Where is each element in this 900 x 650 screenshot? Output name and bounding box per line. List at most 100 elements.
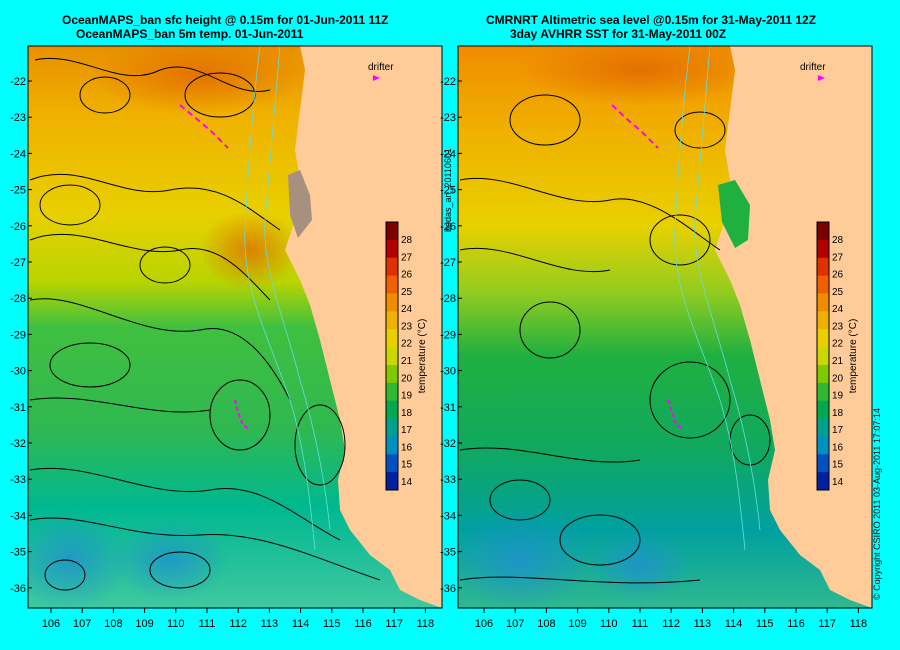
right-drifter-track-south (667, 399, 685, 431)
right-colorbar-segment (817, 472, 829, 491)
left-drifter-track-south (234, 399, 251, 431)
left-lat-tick-label: -26 (10, 221, 26, 233)
right-colorbar-segment (817, 436, 829, 455)
right-colorbar-tick-label: 24 (832, 304, 844, 315)
right-drifter-track-north (611, 104, 659, 149)
right-colorbar-segment (817, 347, 829, 366)
right-lon-tick-label: 115 (756, 618, 774, 630)
right-isobaths (674, 46, 761, 551)
right-lon-tick-label: 108 (537, 618, 555, 630)
left-colorbar-segment (386, 311, 398, 330)
left-colorbar-tick-label: 25 (401, 287, 413, 298)
left-colorbar-segment (386, 454, 398, 473)
right-colorbar-tick-label: 18 (832, 408, 844, 419)
right-colorbar-tick-label: 14 (832, 477, 844, 488)
left-lon-tick-label: 118 (417, 618, 435, 630)
right-lon-tick-label: 111 (632, 618, 649, 630)
left-lat-tick-label: -29 (10, 329, 26, 341)
left-drifter-legend-marker (373, 75, 380, 81)
left-colorbar-segment (386, 239, 398, 259)
left-lat-tick-label: -31 (10, 402, 26, 414)
right-lat-tick-label: -22 (440, 76, 456, 88)
right-lat-tick-label: -33 (440, 474, 456, 486)
right-lon-tick-label: 112 (662, 618, 680, 630)
left-lat-tick-label: -23 (10, 112, 26, 124)
copyright-side-label: © Copyright CSIRO 2011 03-Aug-2011 17:07… (872, 408, 882, 600)
right-colorbar-segment (817, 329, 829, 348)
left-lon-ticks: 106 107 108 109 110 111 112 113 114 115 116 117 118 (42, 608, 434, 630)
right-lat-tick-label: -32 (440, 438, 456, 450)
right-colorbar: 28 27 26 25 24 23 22 21 20 19 18 17 16 15 14 temperatur… (816, 221, 859, 491)
left-colorbar-segment (386, 364, 398, 384)
right-lat-tick-label: -24 (440, 148, 456, 160)
right-colorbar-tick-label: 26 (832, 270, 844, 281)
right-lon-ticks: 106 107 108 109 110 111 112 113 114 115 116 117 118 (475, 608, 867, 630)
left-title-line1: OceanMAPS_ban sfc height @ 0.15m for 01-… (62, 13, 389, 27)
right-lat-tick-label: -29 (440, 329, 456, 341)
right-colorbar-tick-label: 19 (832, 391, 844, 402)
right-map-panel (458, 46, 872, 608)
left-colorbar-segment (386, 436, 398, 455)
right-lon-tick-label: 109 (568, 618, 586, 630)
left-colorbar-label: temperature (°C) (417, 319, 428, 394)
right-lat-tick-label: -34 (440, 510, 456, 522)
left-colorbar-tick-label: 26 (401, 270, 413, 281)
left-colorbar-tick-label: 15 (401, 460, 413, 471)
right-lat-tick-label: -26 (440, 221, 456, 233)
left-colorbar-tick-label: 28 (401, 235, 413, 246)
right-drifter-legend-label: drifter (800, 62, 826, 73)
left-title-line2: OceanMAPS_ban 5m temp. 01-Jun-2011 (76, 27, 304, 41)
right-lat-tick-label: -30 (440, 366, 456, 378)
right-colorbar-tick-label: 17 (832, 425, 844, 436)
left-lat-tick-label: -28 (10, 293, 26, 305)
left-drifter-track-north (179, 104, 229, 149)
right-lon-tick-label: 118 (850, 618, 868, 630)
right-lat-tick-label: -36 (440, 583, 456, 595)
left-lat-tick-label: -33 (10, 474, 26, 486)
right-land (715, 46, 872, 608)
left-lat-tick-label: -30 (10, 366, 26, 378)
left-colorbar-tick-label: 17 (401, 425, 413, 436)
left-lon-tick-label: 110 (167, 618, 185, 630)
right-lon-tick-label: 110 (600, 618, 618, 630)
right-colorbar-frame (816, 221, 830, 491)
left-colorbar-segment (386, 275, 398, 294)
left-shark-bay (288, 170, 312, 238)
left-lon-tick-label: 108 (104, 618, 122, 630)
left-lon-tick-label: 115 (323, 618, 341, 630)
right-colorbar-tick-label: 23 (832, 321, 844, 332)
right-colorbar-tick-label: 22 (832, 339, 844, 350)
left-lon-tick-label: 113 (261, 618, 279, 630)
middle-side-label: bodas_an_20110601 (443, 148, 453, 232)
right-colorbar-segment (817, 257, 829, 277)
right-lat-tick-label: -25 (440, 185, 456, 197)
right-drifter-legend-marker (818, 75, 825, 81)
right-lat-tick-label: -27 (440, 257, 456, 269)
right-colorbar-tick-label: 21 (832, 356, 844, 367)
left-colorbar-tick-label: 21 (401, 356, 413, 367)
left-colorbar-segment (386, 347, 398, 366)
left-lat-ticks: -22 -23 -24 -25 -26 -27 -28 -29 -30 -31 -32 -33 -34 -… (10, 76, 32, 595)
left-colorbar-segment (386, 400, 398, 420)
left-lat-tick-label: -34 (10, 510, 26, 522)
left-colorbar-tick-label: 14 (401, 477, 413, 488)
right-contours (459, 94, 771, 584)
left-colorbar-segment (386, 222, 398, 241)
right-colorbar-segment (817, 311, 829, 330)
right-title-line2: 3day AVHRR SST for 31-May-2011 00Z (510, 27, 727, 41)
left-colorbar-tick-label: 23 (401, 321, 413, 332)
right-lat-tick-label: -23 (440, 112, 456, 124)
left-map-frame (27, 45, 443, 609)
right-lon-tick-label: 107 (506, 618, 524, 630)
right-shark-bay (718, 180, 750, 248)
left-lat-tick-label: -25 (10, 185, 26, 197)
left-lon-tick-label: 114 (292, 618, 310, 630)
right-colorbar-tick-label: 28 (832, 235, 844, 246)
left-lat-tick-label: -36 (10, 583, 26, 595)
right-colorbar-tick-label: 25 (832, 287, 844, 298)
right-colorbar-segment (817, 275, 829, 294)
right-colorbar-tick-label: 15 (832, 460, 844, 471)
right-colorbar-tick-label: 27 (832, 252, 844, 263)
left-contours (29, 58, 381, 591)
